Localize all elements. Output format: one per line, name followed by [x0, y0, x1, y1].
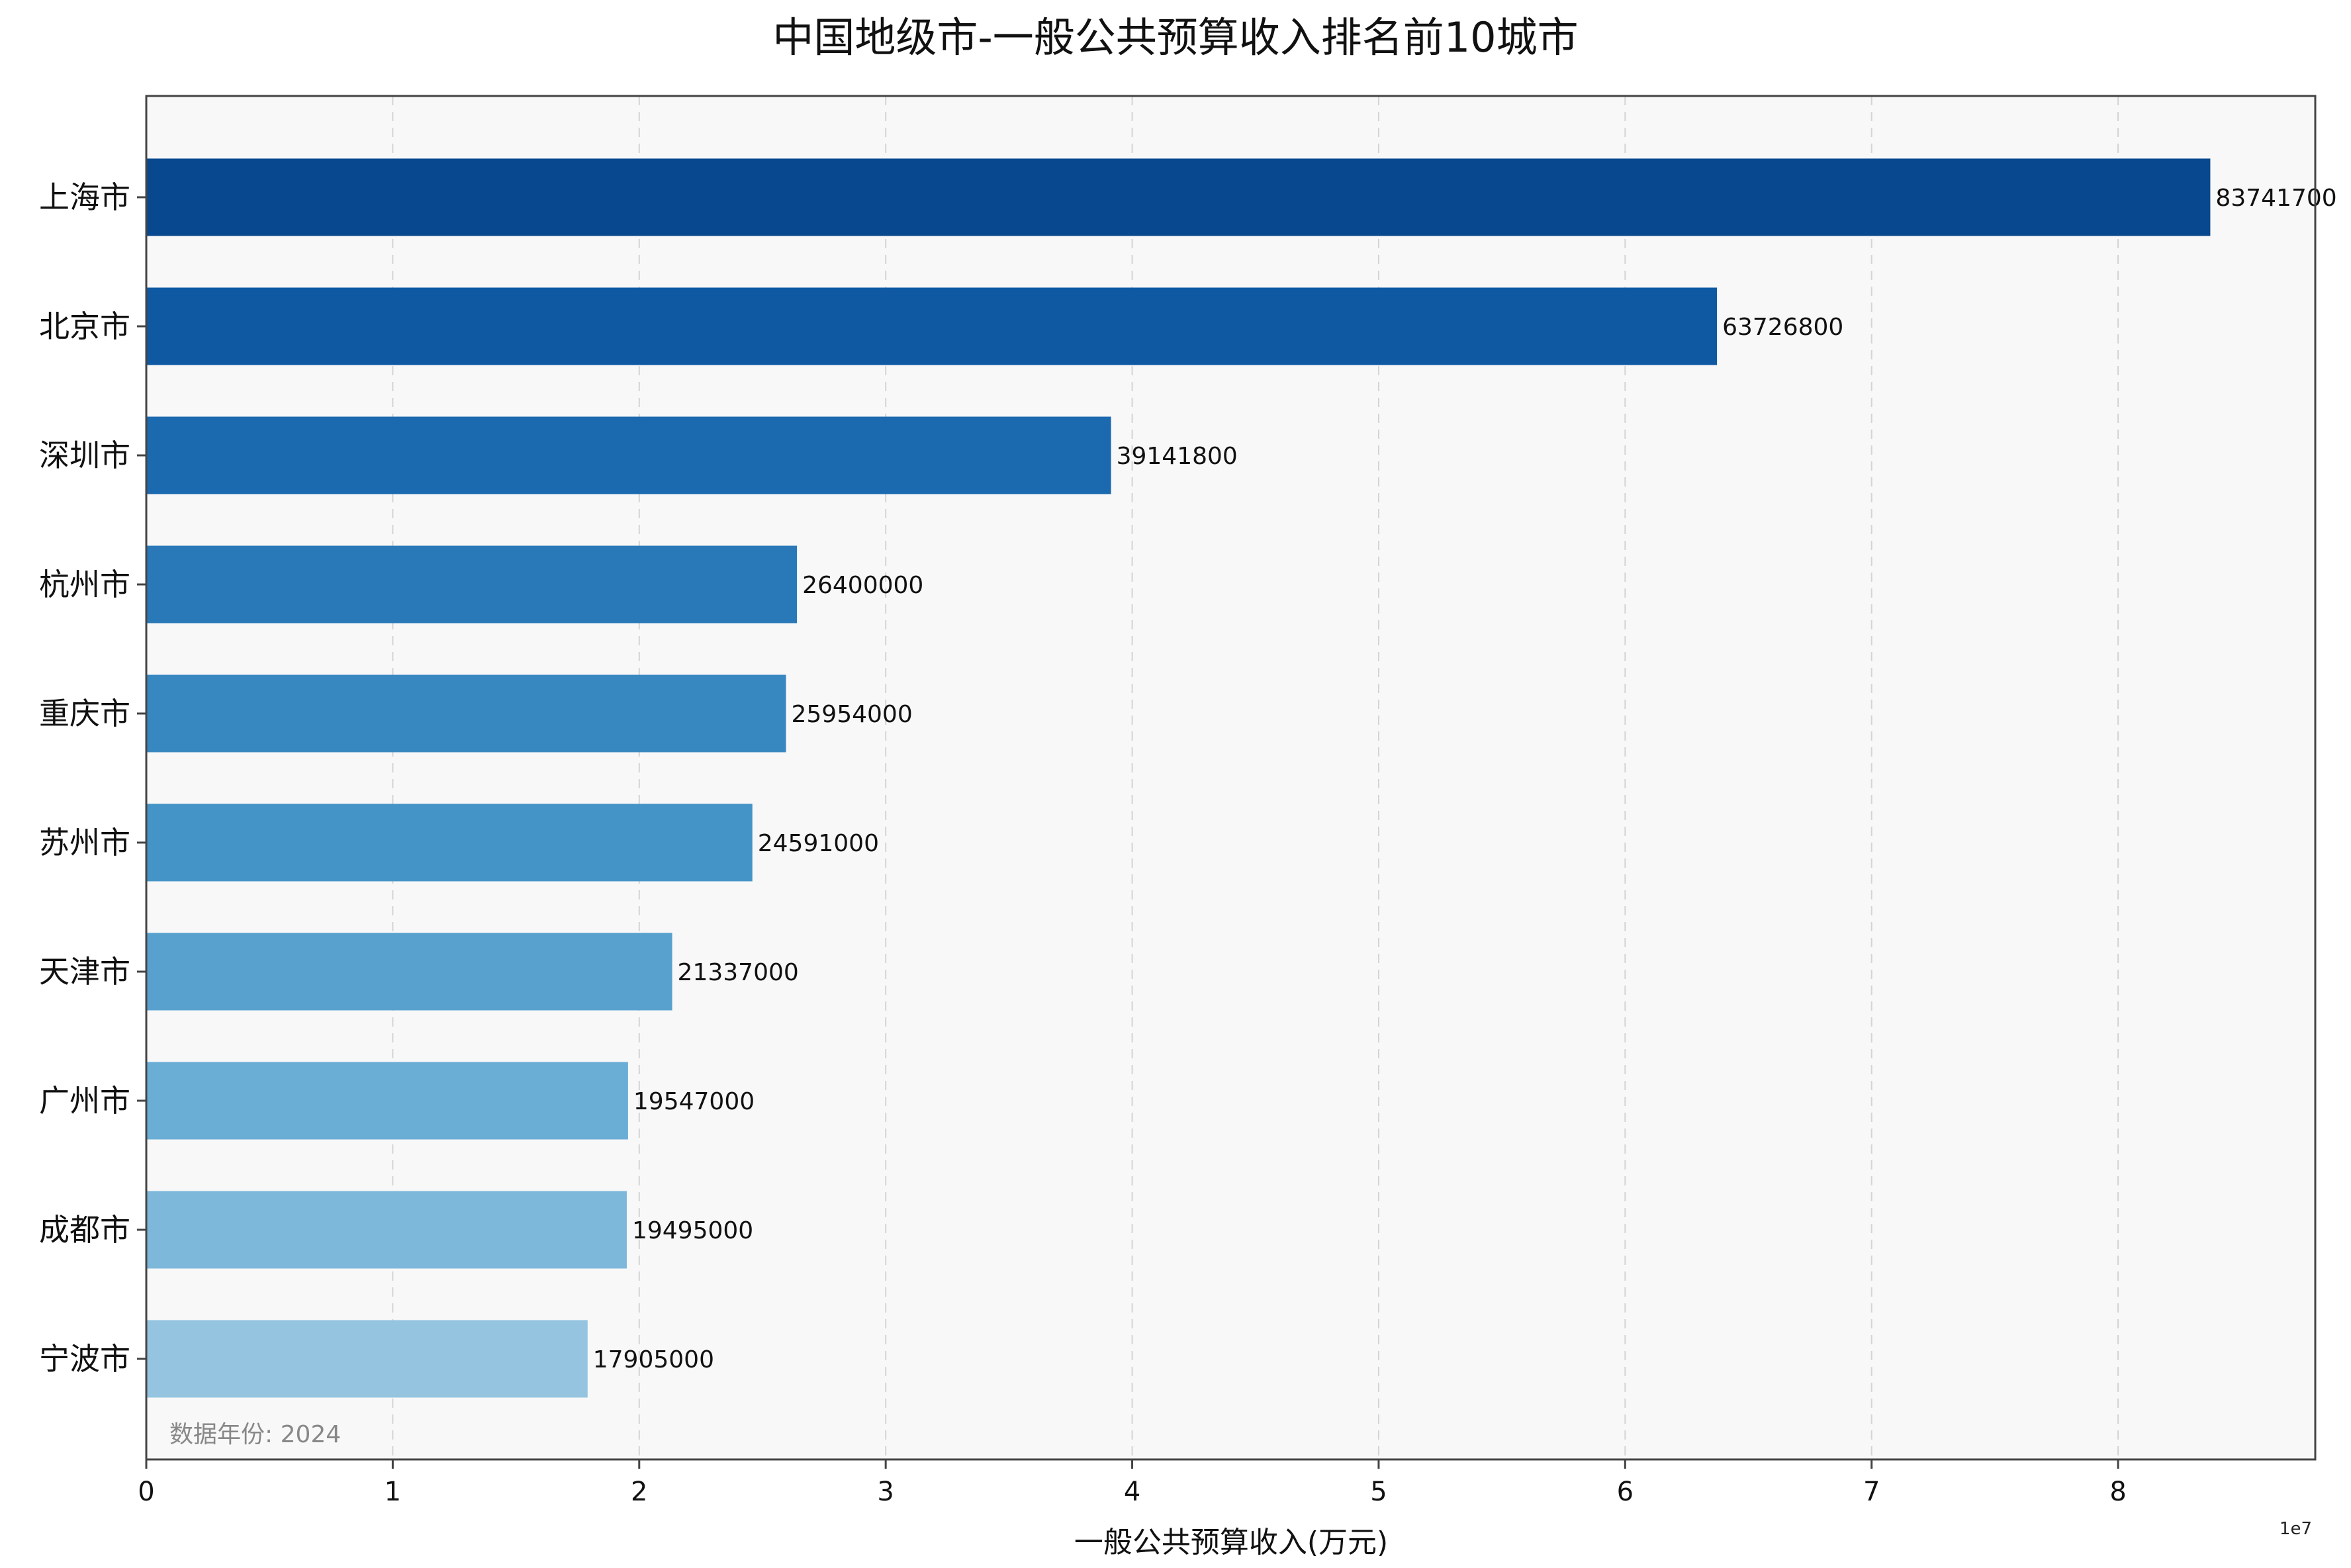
x-tick-label: 7 — [1863, 1477, 1880, 1507]
plot-frame — [145, 95, 2317, 1461]
y-tick-label: 杭州市 — [39, 567, 130, 602]
y-tick-label: 广州市 — [39, 1083, 130, 1119]
bars-group — [146, 158, 2211, 1398]
y-tick-label: 成都市 — [39, 1212, 130, 1248]
bar-value-label: 24591000 — [758, 830, 879, 857]
bar-value-label: 17905000 — [593, 1346, 714, 1373]
y-tick-label: 重庆市 — [39, 696, 130, 731]
bar — [146, 287, 1718, 365]
bar-value-label: 21337000 — [678, 959, 799, 986]
bar — [146, 416, 1111, 494]
bar — [146, 933, 672, 1011]
x-tick-label: 3 — [877, 1477, 894, 1507]
bar-value-label: 63726800 — [1722, 314, 1843, 341]
x-axis-label: 一般公共预算收入(万元) — [1074, 1526, 1388, 1559]
x-axis-scale-label: 1e7 — [2280, 1519, 2312, 1539]
bar-value-label: 39141800 — [1117, 443, 1238, 470]
x-tick-label: 4 — [1124, 1477, 1140, 1507]
y-tick-label: 宁波市 — [39, 1341, 130, 1377]
bar — [146, 1320, 588, 1398]
y-tick-label: 上海市 — [39, 179, 130, 215]
y-tick-label: 天津市 — [39, 954, 130, 990]
bar — [146, 674, 786, 753]
x-ticks-group: 0 1 2 3 4 5 6 7 8 — [138, 1459, 2127, 1507]
bar — [146, 545, 798, 623]
x-tick-label: 0 — [138, 1477, 154, 1507]
bar-value-label: 25954000 — [791, 701, 912, 728]
bar — [146, 158, 2211, 236]
y-tick-label: 深圳市 — [39, 438, 130, 473]
bar-value-label: 19495000 — [632, 1217, 753, 1244]
x-tick-label: 6 — [1617, 1477, 1634, 1507]
value-labels-group: 83741700 63726800 39141800 26400000 25954000… — [593, 185, 2337, 1373]
bar-value-label: 83741700 — [2215, 185, 2336, 212]
x-tick-label: 2 — [631, 1477, 647, 1507]
bar-value-label: 26400000 — [802, 572, 923, 599]
bar — [146, 1191, 627, 1269]
y-tick-label: 北京市 — [39, 308, 130, 344]
bar — [146, 1062, 628, 1140]
x-tick-label: 8 — [2109, 1477, 2126, 1507]
bar-value-label: 19547000 — [633, 1088, 755, 1115]
bar — [146, 804, 753, 882]
data-year-note: 数据年份: 2024 — [169, 1421, 341, 1448]
x-tick-label: 5 — [1370, 1477, 1387, 1507]
x-tick-label: 1 — [385, 1477, 401, 1507]
chart-title: 中国地级市-一般公共预算收入排名前10城市 — [772, 13, 1578, 62]
y-tick-label: 苏州市 — [39, 825, 130, 860]
